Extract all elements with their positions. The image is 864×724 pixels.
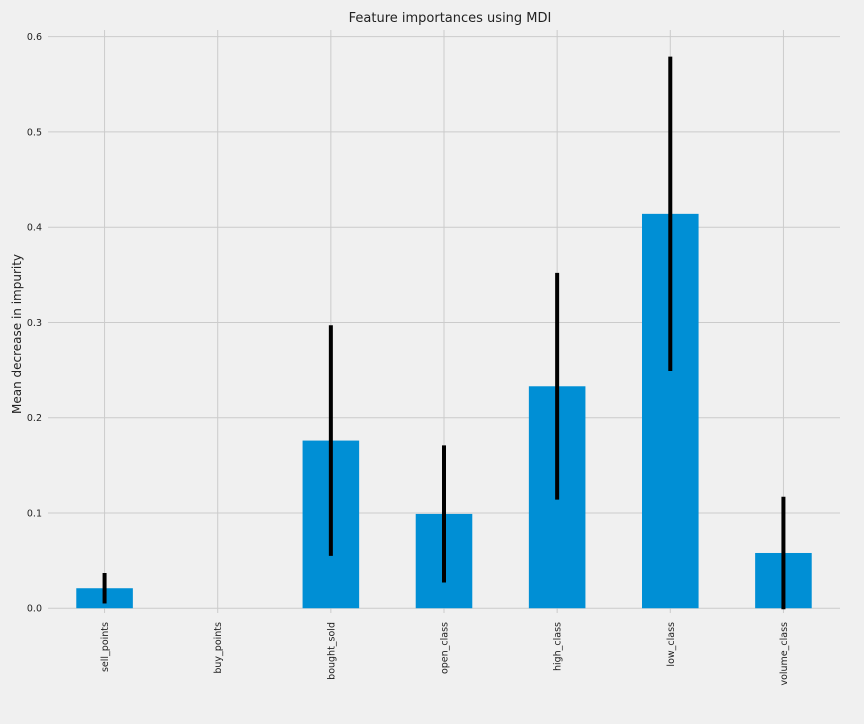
x-tick-label: sell_points (100, 622, 111, 672)
x-tick-label: low_class (666, 622, 677, 667)
y-tick-label: 0.5 (27, 127, 42, 138)
y-tick-label: 0.0 (27, 604, 42, 615)
y-tick-label: 0.1 (27, 508, 42, 519)
error-bars (102, 56, 786, 610)
chart-title: Feature importances using MDI (349, 11, 552, 26)
y-axis-label: Mean decrease in impurity (10, 254, 24, 414)
x-tick-label: buy_points (213, 622, 224, 674)
x-tick-label: volume_class (779, 622, 790, 686)
x-tick-label: bought_sold (326, 622, 337, 680)
y-tick-label: 0.2 (27, 413, 42, 424)
y-tick-label: 0.4 (27, 223, 42, 234)
y-tick-label: 0.3 (27, 318, 42, 329)
x-tick-label: high_class (553, 622, 564, 671)
x-axis-ticks: sell_points buy_points bought_sold open_cla… (100, 622, 790, 686)
y-axis-ticks: 0.0 0.1 0.2 0.3 0.4 0.5 0.6 (27, 32, 42, 615)
y-tick-label: 0.6 (27, 32, 42, 43)
x-tick-label: open_class (440, 622, 451, 674)
